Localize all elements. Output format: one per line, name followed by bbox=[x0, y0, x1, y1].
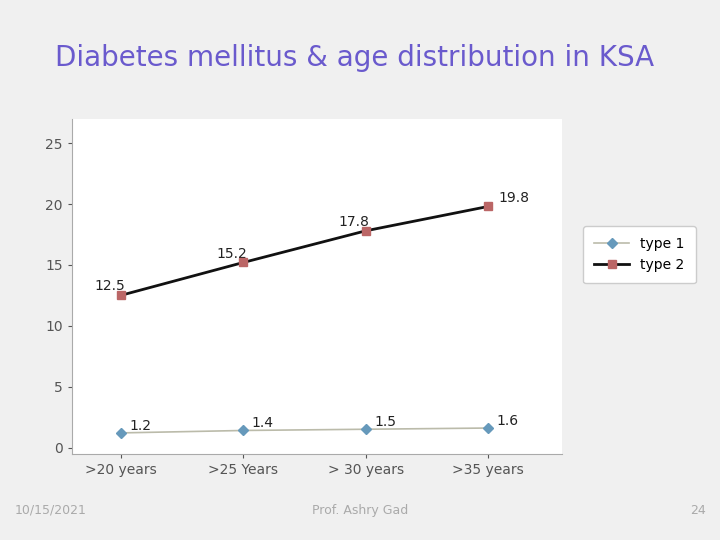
Legend: type 1, type 2: type 1, type 2 bbox=[583, 226, 696, 284]
Text: Diabetes mellitus & age distribution in KSA: Diabetes mellitus & age distribution in … bbox=[55, 44, 654, 72]
Text: 17.8: 17.8 bbox=[339, 215, 369, 229]
Text: 1.6: 1.6 bbox=[497, 414, 519, 428]
Text: 15.2: 15.2 bbox=[217, 247, 247, 261]
Text: 1.5: 1.5 bbox=[374, 415, 396, 429]
Text: 10/15/2021: 10/15/2021 bbox=[14, 504, 86, 517]
Text: 19.8: 19.8 bbox=[498, 191, 529, 205]
Text: 24: 24 bbox=[690, 504, 706, 517]
Text: 1.2: 1.2 bbox=[130, 419, 151, 433]
Text: 12.5: 12.5 bbox=[94, 280, 125, 293]
Text: Prof. Ashry Gad: Prof. Ashry Gad bbox=[312, 504, 408, 517]
Text: 1.4: 1.4 bbox=[252, 416, 274, 430]
